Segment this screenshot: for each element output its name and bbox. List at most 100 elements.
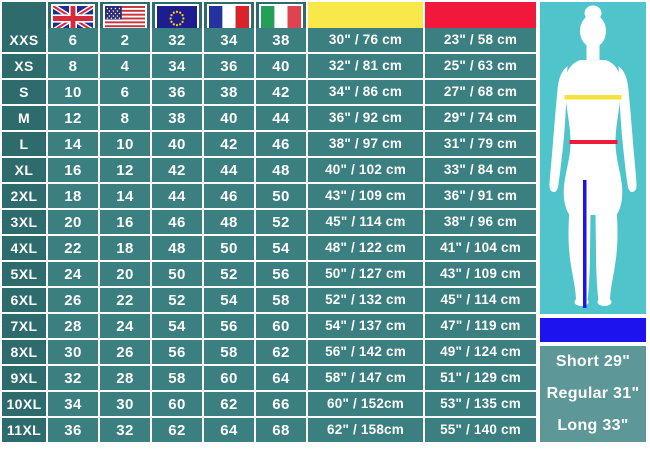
chest-measurement-cell: 32" / 81 cm	[308, 54, 423, 78]
eu-size-cell: 36	[152, 80, 202, 104]
italy-size-cell: 64	[256, 366, 306, 390]
eu-size-cell: 40	[152, 132, 202, 156]
uk-column-header	[48, 2, 98, 35]
size-label-cell: L	[2, 132, 46, 156]
italy-size-cell: 46	[256, 132, 306, 156]
uk-flag-icon	[51, 4, 95, 33]
size-label-cell: 10XL	[2, 392, 46, 416]
waist-line-icon	[569, 140, 618, 144]
eu-size-cell: 38	[152, 106, 202, 130]
size-label-cell: 9XL	[2, 366, 46, 390]
chest-measurement-cell: 58" / 147 cm	[308, 366, 423, 390]
uk-size-cell: 6	[48, 28, 98, 52]
usa-flag-icon	[103, 4, 147, 33]
waist-measurement-cell: 47" / 119 cm	[425, 314, 536, 338]
size-label-cell: 5XL	[2, 262, 46, 286]
leg-length-regular: Regular 31"	[546, 385, 640, 402]
waist-measurement-cell: 23" / 58 cm	[425, 28, 536, 52]
uk-size-cell: 18	[48, 184, 98, 208]
chest-measurement-cell: 54" / 137 cm	[308, 314, 423, 338]
italy-size-cell: 56	[256, 262, 306, 286]
france-size-cell: 36	[204, 54, 254, 78]
waist-measurement-cell: 55" / 140 cm	[425, 418, 536, 442]
italy-size-cell: 42	[256, 80, 306, 104]
italy-size-cell: 66	[256, 392, 306, 416]
usa-size-cell: 26	[100, 340, 150, 364]
eu-size-cell: 48	[152, 236, 202, 260]
usa-size-cell: 18	[100, 236, 150, 260]
italy-size-cell: 58	[256, 288, 306, 312]
usa-size-cell: 30	[100, 392, 150, 416]
size-label-cell: 6XL	[2, 288, 46, 312]
waist-measurement-cell: 36" / 91 cm	[425, 184, 536, 208]
size-label-cell: 7XL	[2, 314, 46, 338]
italy-size-cell: 52	[256, 210, 306, 234]
chest-measurement-cell: 45" / 114 cm	[308, 210, 423, 234]
measurement-guide-panel: Short 29" Regular 31" Long 33"	[540, 2, 646, 442]
chest-measurement-cell: 36" / 92 cm	[308, 106, 423, 130]
eu-size-cell: 56	[152, 340, 202, 364]
uk-size-cell: 30	[48, 340, 98, 364]
eu-size-cell: 54	[152, 314, 202, 338]
eu-size-cell: 60	[152, 392, 202, 416]
usa-size-cell: 4	[100, 54, 150, 78]
france-size-cell: 46	[204, 184, 254, 208]
france-size-cell: 62	[204, 392, 254, 416]
inseam-color-band-icon	[540, 318, 646, 342]
size-label-cell: 8XL	[2, 340, 46, 364]
italy-size-cell: 60	[256, 314, 306, 338]
italy-size-cell: 48	[256, 158, 306, 182]
uk-size-cell: 16	[48, 158, 98, 182]
usa-size-cell: 12	[100, 158, 150, 182]
waist-measurement-cell: 51" / 129 cm	[425, 366, 536, 390]
italy-size-cell: 54	[256, 236, 306, 260]
leg-length-long: Long 33"	[557, 417, 629, 434]
waist-measurement-cell: 41" / 104 cm	[425, 236, 536, 260]
chest-measurement-cell: 48" / 122 cm	[308, 236, 423, 260]
chest-measurement-cell: 34" / 86 cm	[308, 80, 423, 104]
size-label-cell: XS	[2, 54, 46, 78]
uk-size-cell: 28	[48, 314, 98, 338]
usa-size-cell: 6	[100, 80, 150, 104]
waist-measurement-cell: 33" / 84 cm	[425, 158, 536, 182]
usa-size-cell: 2	[100, 28, 150, 52]
usa-size-cell: 14	[100, 184, 150, 208]
waist-measurement-cell: 49" / 124 cm	[425, 340, 536, 364]
waist-measurement-cell: 31" / 79 cm	[425, 132, 536, 156]
italy-size-cell: 44	[256, 106, 306, 130]
waist-measurement-cell: 43" / 109 cm	[425, 262, 536, 286]
usa-size-cell: 32	[100, 418, 150, 442]
france-size-cell: 40	[204, 106, 254, 130]
uk-size-cell: 10	[48, 80, 98, 104]
chest-measurement-cell: 62" / 158cm	[308, 418, 423, 442]
france-size-cell: 56	[204, 314, 254, 338]
eu-size-cell: 58	[152, 366, 202, 390]
eu-size-cell: 42	[152, 158, 202, 182]
eu-size-cell: 32	[152, 28, 202, 52]
usa-size-cell: 8	[100, 106, 150, 130]
uk-size-cell: 14	[48, 132, 98, 156]
italy-size-cell: 40	[256, 54, 306, 78]
uk-size-cell: 32	[48, 366, 98, 390]
france-size-cell: 54	[204, 288, 254, 312]
france-size-cell: 48	[204, 210, 254, 234]
waist-measurement-cell: 29" / 74 cm	[425, 106, 536, 130]
usa-size-cell: 10	[100, 132, 150, 156]
eu-size-cell: 52	[152, 288, 202, 312]
france-size-cell: 60	[204, 366, 254, 390]
waist-measurement-cell: 38" / 96 cm	[425, 210, 536, 234]
france-size-cell: 58	[204, 340, 254, 364]
chest-measurement-cell: 38" / 97 cm	[308, 132, 423, 156]
chest-measurement-cell: 40" / 102 cm	[308, 158, 423, 182]
size-label-cell: 4XL	[2, 236, 46, 260]
size-label-cell: S	[2, 80, 46, 104]
eu-size-cell: 50	[152, 262, 202, 286]
usa-size-cell: 28	[100, 366, 150, 390]
body-silhouette-panel	[540, 2, 646, 314]
waist-measurement-cell: 45" / 114 cm	[425, 288, 536, 312]
eu-size-cell: 34	[152, 54, 202, 78]
usa-size-cell: 16	[100, 210, 150, 234]
france-size-cell: 44	[204, 158, 254, 182]
uk-size-cell: 22	[48, 236, 98, 260]
inseam-line-icon	[583, 180, 587, 308]
